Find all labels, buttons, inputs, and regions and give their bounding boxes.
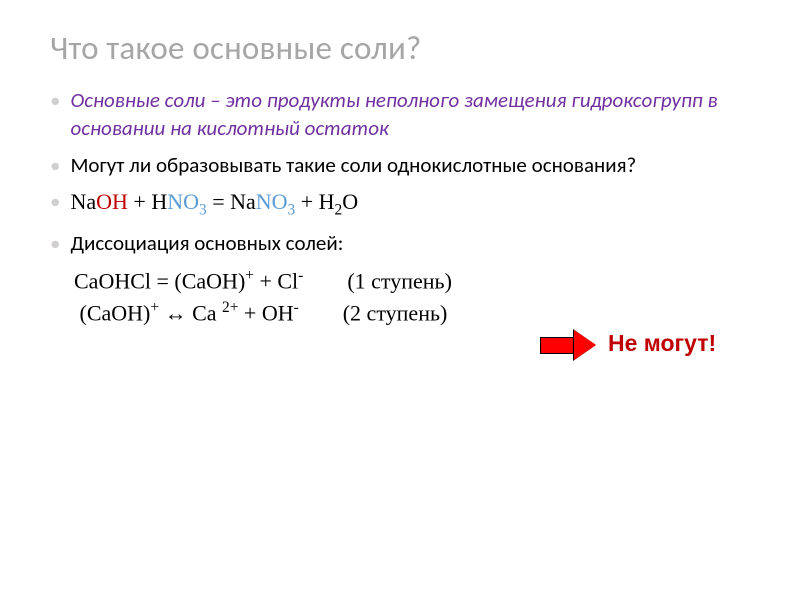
- reaction-acid: NO3: [256, 189, 295, 214]
- step1-left: CaOHCl = (CaOH): [74, 268, 245, 293]
- definition-text: Основные соли – это продукты неполного з…: [70, 86, 760, 143]
- callout-text: Не могут!: [608, 330, 716, 357]
- step2-sup: +: [150, 299, 159, 316]
- reaction-part: = Na: [207, 189, 256, 214]
- step2-left: (CaOH): [80, 300, 151, 325]
- arrow-icon: [540, 330, 596, 360]
- step2-sup: 2+: [222, 299, 238, 316]
- reaction-part: NO: [167, 189, 199, 214]
- step1-sup: +: [245, 267, 254, 284]
- question-text: Могут ли образовывать такие соли однокис…: [70, 151, 636, 179]
- slide-content: • Основные соли – это продукты неполного…: [50, 86, 760, 328]
- bullet-dot-icon: •: [50, 86, 60, 143]
- reaction-part: Na: [70, 189, 96, 214]
- bullet-question: • Могут ли образовывать такие соли однок…: [50, 151, 760, 179]
- reaction-part: + H: [295, 189, 334, 214]
- step2-sup: -: [294, 299, 299, 316]
- slide-title: Что такое основные соли?: [50, 28, 760, 68]
- step1-sup: -: [298, 267, 303, 284]
- arrow-shaft: [540, 337, 574, 354]
- step2-mid: ↔ Ca: [159, 300, 222, 325]
- dissoc-step2: (CaOH)+ ↔ Ca 2+ + OH- (2 ступень): [74, 298, 760, 328]
- step2-mid2: + OH: [238, 300, 293, 325]
- reaction-part: O: [342, 189, 358, 214]
- step2-label: (2 ступень): [343, 300, 448, 325]
- bullet-dot-icon: •: [50, 187, 60, 221]
- dissoc-step1: CaOHCl = (CaOH)+ + Cl- (1 ступень): [74, 266, 760, 296]
- bullet-dissociation-title: • Диссоциация основных солей:: [50, 229, 760, 257]
- bullet-reaction: • NaOH + HNO3 = NaNO3 + H2O: [50, 187, 760, 221]
- bullet-dot-icon: •: [50, 229, 60, 257]
- dissoc-title-text: Диссоциация основных солей:: [70, 229, 343, 257]
- reaction-part: + H: [128, 189, 167, 214]
- bullet-definition: • Основные соли – это продукты неполного…: [50, 86, 760, 143]
- arrow-head: [574, 330, 596, 360]
- slide-container: Что такое основные соли? • Основные соли…: [0, 0, 800, 600]
- step1-mid: + Cl: [254, 268, 298, 293]
- reaction-sub: 3: [199, 201, 207, 218]
- reaction-part: NO: [256, 189, 288, 214]
- reaction-acid: NO3: [167, 189, 206, 214]
- reaction-formula: NaOH + HNO3 = NaNO3 + H2O: [70, 187, 358, 221]
- step1-label: (1 ступень): [347, 268, 452, 293]
- reaction-oh: OH: [96, 189, 128, 214]
- bullet-dot-icon: •: [50, 151, 60, 179]
